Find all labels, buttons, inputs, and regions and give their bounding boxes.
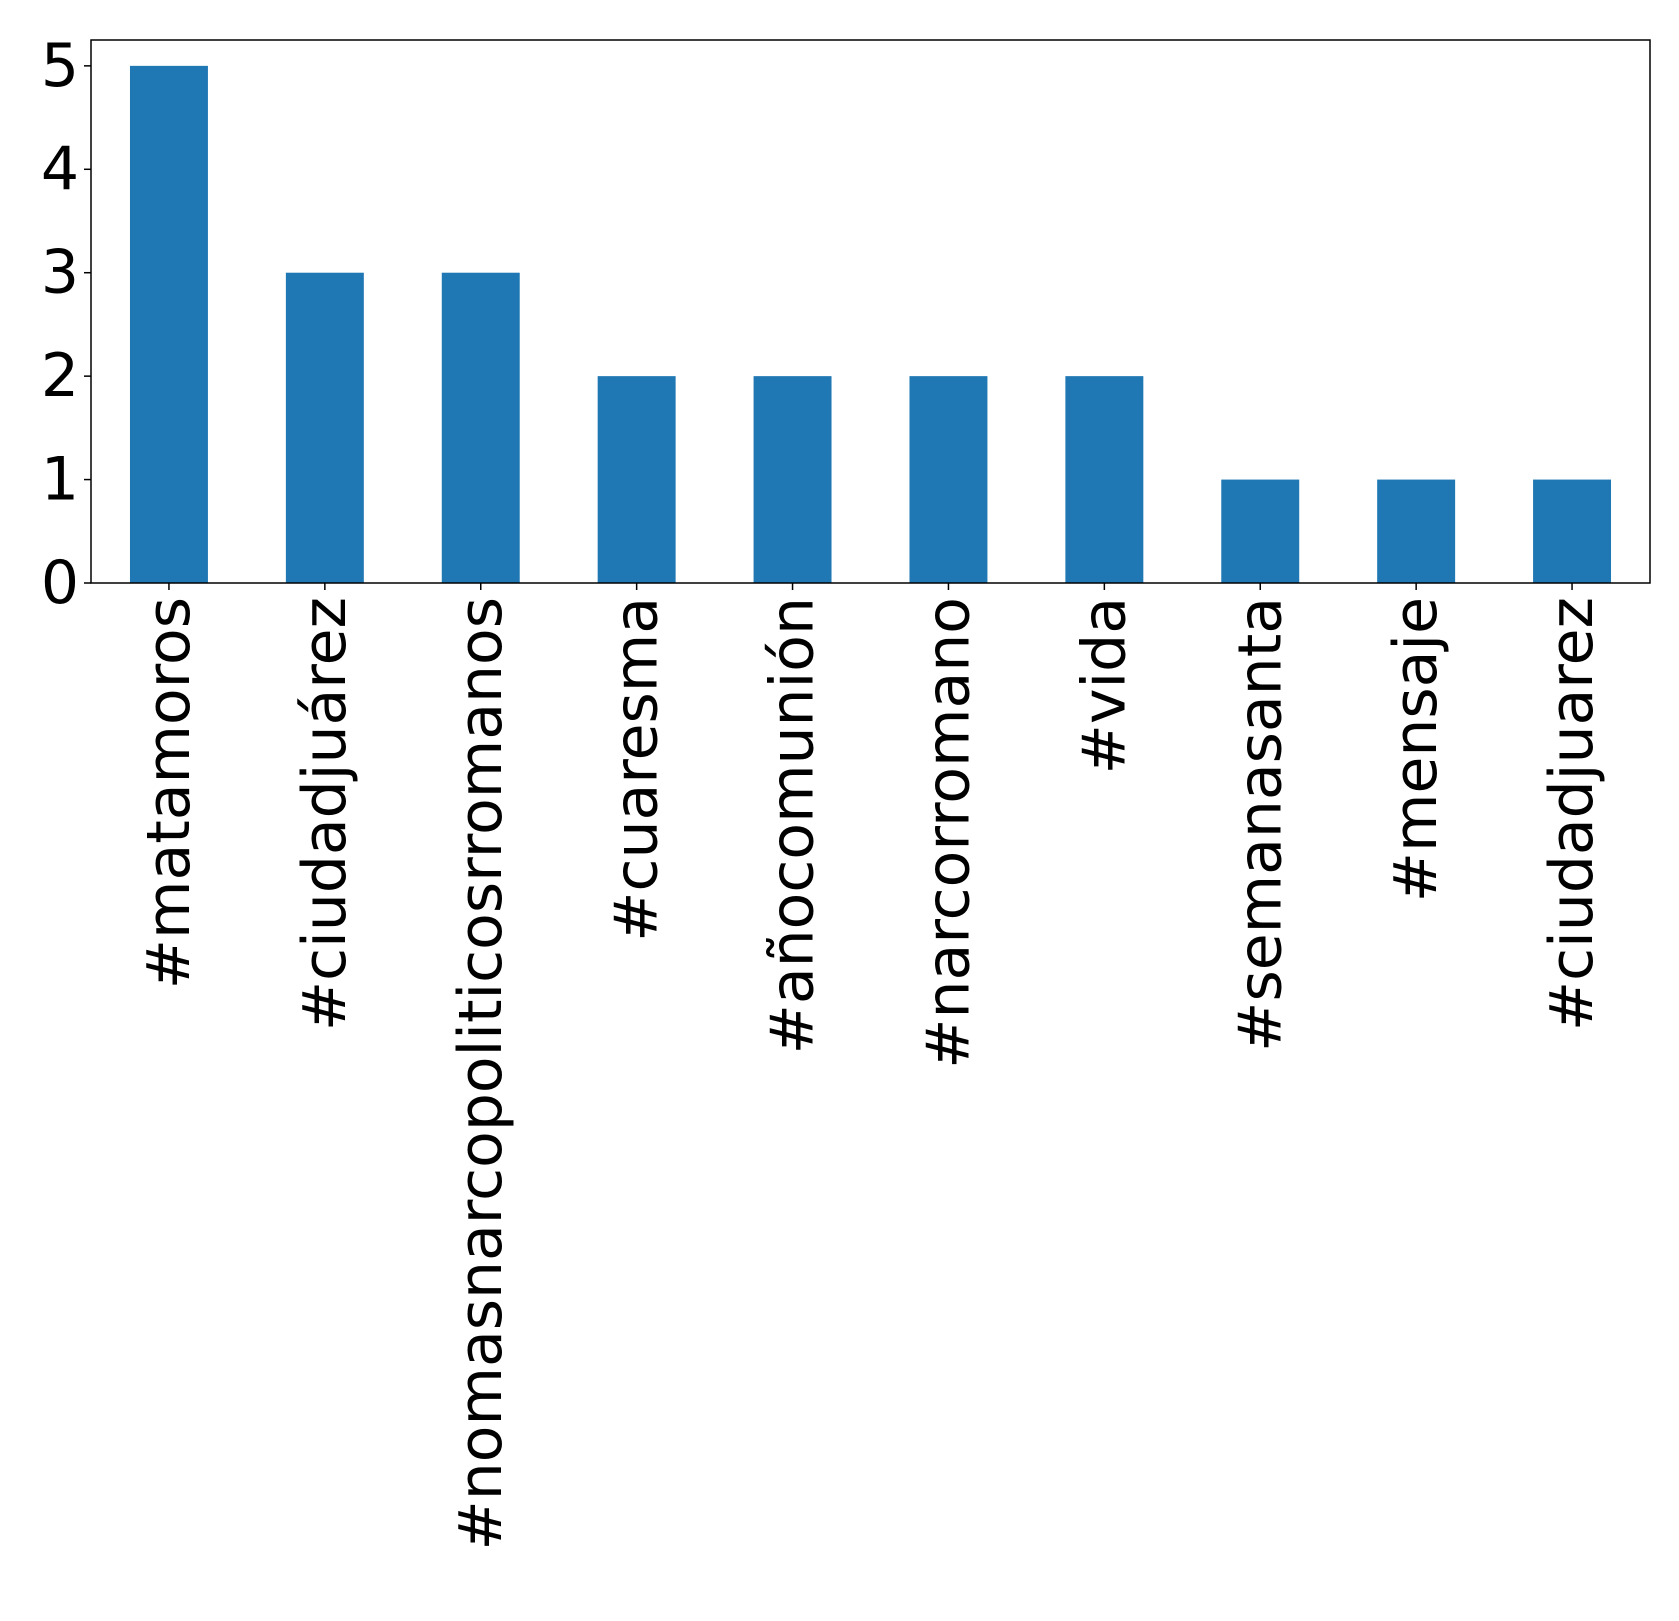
bar-3 xyxy=(441,272,520,583)
y-tick-label: 5 xyxy=(41,31,79,101)
bars-group xyxy=(129,65,1612,584)
bar-4 xyxy=(597,376,676,583)
x-tick-label: #cuaresma xyxy=(602,597,672,942)
bar-6 xyxy=(909,376,988,583)
x-tick-label: #ciudadjuarez xyxy=(1537,597,1607,1031)
x-tick-label: #nomasnarcopoliticosrromanos xyxy=(446,597,516,1551)
x-tick-label: #vida xyxy=(1069,597,1139,774)
bar-2 xyxy=(285,272,364,583)
x-tick-label: #semanasanta xyxy=(1225,597,1295,1052)
y-axis: 0 1 2 3 4 5 xyxy=(41,31,91,618)
y-tick-label: 4 xyxy=(41,134,79,204)
bar-10 xyxy=(1533,479,1612,583)
x-tick-label: #añocomunión xyxy=(758,597,828,1054)
y-tick-label: 2 xyxy=(41,341,79,411)
y-tick-label: 3 xyxy=(41,238,79,308)
y-tick-label: 0 xyxy=(41,548,79,618)
bar-8 xyxy=(1221,479,1300,583)
x-tick-label: #narcorromano xyxy=(913,597,983,1069)
x-tick-label: #mensaje xyxy=(1381,597,1451,902)
x-tick-label: #ciudadjuárez xyxy=(290,597,360,1031)
bar-9 xyxy=(1377,479,1456,583)
x-axis: #matamoros #ciudadjuárez #nomasnarcopoliti… xyxy=(134,583,1607,1551)
bar-1 xyxy=(129,65,208,584)
plot-frame xyxy=(90,39,1651,584)
x-tick-label: #matamoros xyxy=(134,597,204,989)
bar-7 xyxy=(1065,376,1144,583)
bar-5 xyxy=(753,376,832,583)
y-tick-label: 1 xyxy=(41,445,79,515)
